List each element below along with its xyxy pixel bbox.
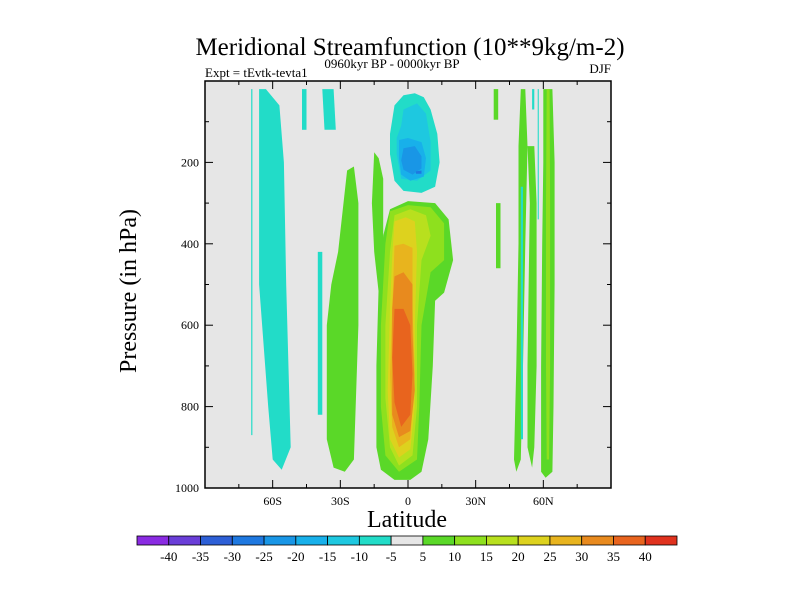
cell-nh-band-6 bbox=[527, 146, 537, 468]
colorbar-swatch bbox=[644, 535, 678, 546]
cell-nh-band-3 bbox=[514, 89, 528, 472]
colorbar-label: -20 bbox=[287, 549, 304, 564]
chart-title: Meridional Streamfunction (10**9kg/m-2) bbox=[195, 34, 624, 61]
colorbar-label: -10 bbox=[351, 549, 368, 564]
colorbar-swatch bbox=[454, 535, 487, 546]
cell-sh-band-1 bbox=[251, 89, 253, 436]
colorbar-label: 30 bbox=[575, 549, 588, 564]
colorbar-swatch bbox=[581, 535, 614, 546]
colorbar-label: 20 bbox=[512, 549, 525, 564]
season-label: DJF bbox=[589, 61, 611, 76]
colorbar-label: -40 bbox=[160, 549, 177, 564]
colorbar-swatch bbox=[295, 535, 328, 546]
cell-nh-band-7 bbox=[537, 89, 539, 220]
cell-sh-band-4 bbox=[322, 89, 336, 130]
y-tick-label: 400 bbox=[181, 237, 199, 251]
colorbar-label: 10 bbox=[448, 549, 461, 564]
cell-upper-negative-core-4 bbox=[415, 170, 422, 174]
colorbar-label: 5 bbox=[420, 549, 427, 564]
colorbar-swatch bbox=[549, 535, 583, 546]
cell-upper-negative-core-3 bbox=[401, 146, 422, 175]
cell-hadley-core-6 bbox=[392, 308, 413, 427]
cell-nh-band-2 bbox=[496, 203, 501, 269]
colorbar-label: 25 bbox=[543, 549, 556, 564]
x-tick-label: 0 bbox=[405, 494, 411, 508]
x-axis-label: Latitude bbox=[367, 507, 447, 533]
colorbar-swatch bbox=[358, 535, 392, 546]
cell-sh-band-3 bbox=[302, 89, 307, 130]
cell-nh-band-9 bbox=[546, 89, 551, 460]
cell-sh-band-5 bbox=[317, 251, 323, 415]
y-tick-label: 800 bbox=[181, 400, 199, 414]
cell-nh-band-1 bbox=[493, 89, 499, 120]
colorbar-swatch bbox=[613, 535, 646, 546]
y-axis-label: Pressure (in hPa) bbox=[116, 209, 142, 373]
experiment-label: Expt = tEvtk-tevta1 bbox=[205, 65, 308, 80]
colorbar-label: -15 bbox=[319, 549, 336, 564]
period-label: 0960kyr BP - 0000kyr BP bbox=[324, 56, 459, 71]
x-tick-label: 60N bbox=[533, 494, 554, 508]
x-tick-label: 60S bbox=[263, 494, 282, 508]
colorbar-swatch bbox=[422, 535, 456, 546]
colorbar-label: -25 bbox=[255, 549, 272, 564]
y-tick-label: 600 bbox=[181, 318, 199, 332]
colorbar-swatch bbox=[200, 535, 233, 546]
colorbar-label: 40 bbox=[639, 549, 652, 564]
cell-nh-band-5 bbox=[520, 186, 523, 440]
plot-area: 60S 30S 0 30N 60N 200 400 600 800 1000 bbox=[175, 80, 612, 508]
colorbar-swatch bbox=[327, 535, 360, 546]
colorbar-label: -30 bbox=[224, 549, 241, 564]
colorbar-swatch bbox=[263, 535, 297, 546]
colorbar-label: -5 bbox=[386, 549, 397, 564]
cell-sh-band-2 bbox=[259, 89, 291, 470]
colorbar-label: -35 bbox=[192, 549, 209, 564]
colorbar-swatch bbox=[168, 535, 201, 546]
colorbar-label: 35 bbox=[607, 549, 620, 564]
y-tick-label: 1000 bbox=[175, 481, 199, 495]
colorbar-swatch bbox=[231, 535, 265, 546]
x-tick-label: 30S bbox=[331, 494, 350, 508]
colorbar-label: 15 bbox=[480, 549, 493, 564]
colorbar-swatch bbox=[486, 535, 519, 546]
colorbar-swatch bbox=[517, 535, 551, 546]
x-tick-label: 30N bbox=[465, 494, 486, 508]
colorbar-swatch bbox=[136, 535, 170, 546]
colorbar: -40 -35 -30 -25 -20 -15 -10 -5 5 10 15 20 25 30 35 40 bbox=[136, 535, 678, 564]
cell-sh-band-6 bbox=[326, 166, 359, 472]
y-tick-label: 200 bbox=[181, 155, 199, 169]
cell-nh-band-4 bbox=[532, 89, 535, 110]
colorbar-swatch bbox=[390, 535, 424, 546]
cell-sh-band-7 bbox=[371, 152, 384, 293]
